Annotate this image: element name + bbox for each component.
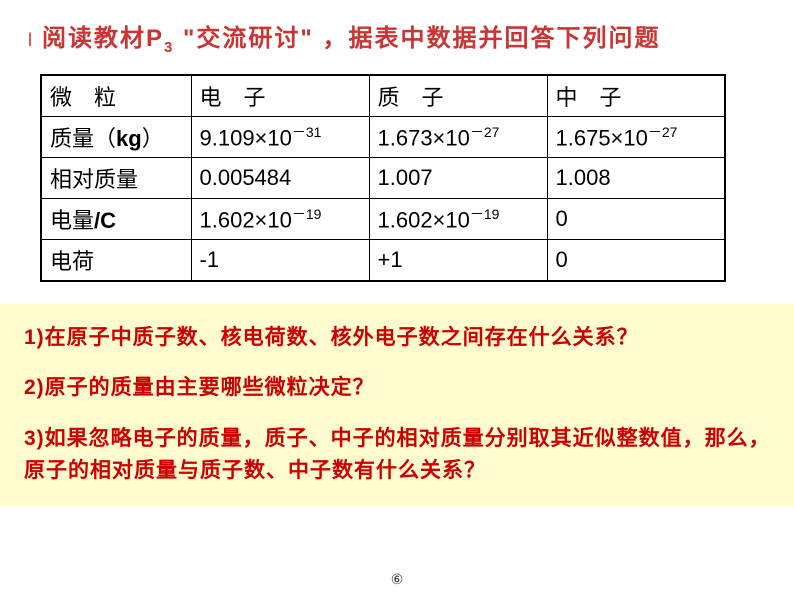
table-row: 电荷-1+10 [41,239,725,281]
table-container: 微 粒电 子质 子中 子质量（kg）9.109×10－311.673×10－27… [0,56,794,282]
table-cell: +1 [369,239,547,281]
table-cell: 0.005484 [191,157,369,198]
table-cell: 1.008 [547,157,725,198]
header: l 阅读教材P3 "交流研讨" ，据表中数据并回答下列问题 [0,0,794,56]
table-cell: 电荷 [41,239,191,281]
table-cell: 0 [547,239,725,281]
question-1: 1)在原子中质子数、核电荷数、核外电子数之间存在什么关系？ [24,322,772,355]
header-text: 阅读教材P3 "交流研讨" ，据表中数据并回答下列问题 [42,18,660,56]
questions-panel: 1)在原子中质子数、核电荷数、核外电子数之间存在什么关系？ 2)原子的质量由主要… [0,304,794,506]
table-cell: 微 粒 [41,75,191,117]
table-cell: 中 子 [547,75,725,117]
table-cell: 1.675×10－27 [547,116,725,157]
table-cell: 1.602×10－19 [369,198,547,239]
table-row: 电量/C1.602×10－191.602×10－190 [41,198,725,239]
table-cell: 1.673×10－27 [369,116,547,157]
footer-mark: ⑥ [391,571,404,588]
table-cell: 质量（kg） [41,116,191,157]
table-cell: 1.007 [369,157,547,198]
header-after: "交流研讨" ，据表中数据并回答下列问题 [174,25,660,52]
table-cell: 9.109×10－31 [191,116,369,157]
table-row: 微 粒电 子质 子中 子 [41,75,725,117]
header-bullet: l [28,30,32,51]
table-row: 质量（kg）9.109×10－311.673×10－271.675×10－27 [41,116,725,157]
question-3: 3)如果忽略电子的质量，质子、中子的相对质量分别取其近似整数值，那么，原子的相对… [24,423,772,488]
data-table: 微 粒电 子质 子中 子质量（kg）9.109×10－311.673×10－27… [40,74,726,282]
header-before: 阅读教材P [42,25,164,52]
table-cell: -1 [191,239,369,281]
table-row: 相对质量0.0054841.0071.008 [41,157,725,198]
table-cell: 质 子 [369,75,547,117]
table-cell: 电 子 [191,75,369,117]
table-cell: 相对质量 [41,157,191,198]
header-sub: 3 [164,39,174,56]
table-cell: 电量/C [41,198,191,239]
question-2: 2)原子的质量由主要哪些微粒决定？ [24,372,772,405]
table-cell: 1.602×10－19 [191,198,369,239]
table-cell: 0 [547,198,725,239]
